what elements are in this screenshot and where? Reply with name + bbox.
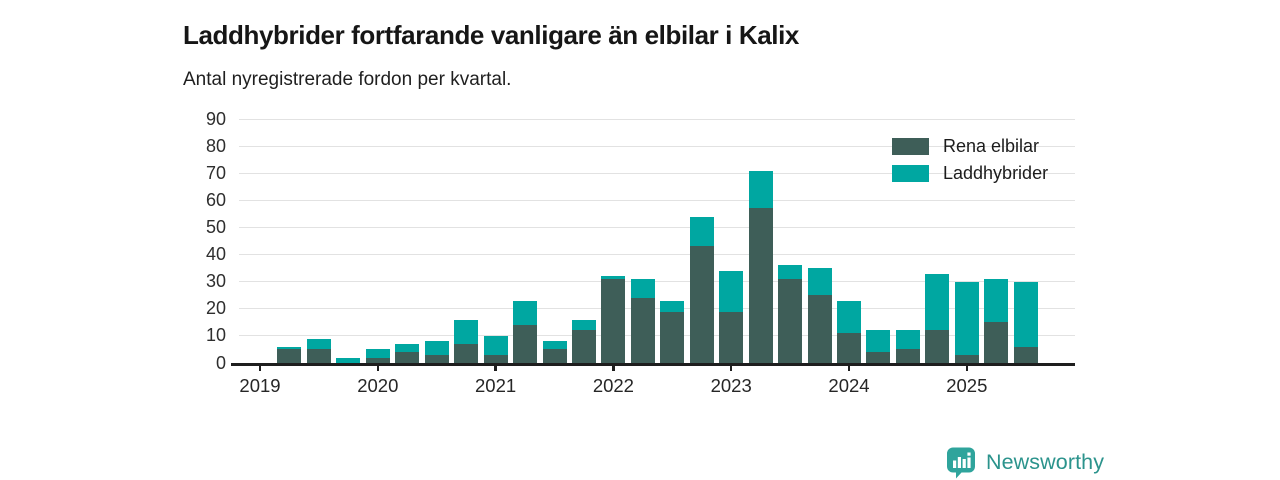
bar-segment-laddhybrider (601, 276, 626, 279)
bar-segment-laddhybrider (630, 278, 655, 298)
legend-item-laddhybrider: Laddhybrider (892, 160, 1048, 187)
x-axis-tick-2025 (965, 365, 969, 371)
gridline-y-90 (239, 118, 1075, 120)
bar-segment-elbilar (1013, 346, 1038, 363)
bar-segment-laddhybrider (895, 330, 920, 350)
bar-segment-laddhybrider (395, 344, 420, 353)
bar-segment-elbilar (895, 349, 920, 363)
y-axis-label: 40 (205, 244, 226, 265)
x-axis-label-2025: 2025 (946, 375, 988, 396)
bar-segment-elbilar (866, 352, 891, 363)
bar-segment-laddhybrider (748, 170, 773, 209)
x-axis-label-2019: 2019 (239, 375, 281, 396)
bar-segment-elbilar (513, 325, 538, 363)
bar-segment-laddhybrider (306, 338, 331, 350)
y-axis-label: 50 (205, 216, 226, 237)
legend-label: Laddhybrider (943, 162, 1049, 183)
bar-segment-laddhybrider (1013, 281, 1038, 347)
x-axis-line (231, 363, 1075, 366)
bar-segment-laddhybrider (689, 216, 714, 247)
gridline-y-60 (239, 199, 1075, 201)
bar-segment-elbilar (424, 354, 449, 363)
bar-segment-laddhybrider (483, 335, 508, 355)
bar-segment-elbilar (660, 311, 685, 363)
gridline-y-10 (239, 335, 1075, 337)
bar-segment-laddhybrider (571, 319, 596, 331)
bar-segment-elbilar (719, 311, 744, 363)
bar-segment-laddhybrider (925, 273, 950, 331)
x-axis-tick-2022 (612, 365, 615, 371)
gridline-y-50 (239, 226, 1075, 228)
x-axis-tick-2019 (258, 365, 262, 371)
bar-segment-elbilar (984, 322, 1009, 363)
legend-item-rena-elbilar: Rena elbilar (892, 133, 1048, 160)
bar-segment-elbilar (807, 295, 832, 363)
bar-segment-elbilar (630, 297, 655, 363)
bar-segment-laddhybrider (365, 349, 390, 358)
y-axis-label: 60 (205, 189, 226, 210)
x-axis-label-2024: 2024 (828, 375, 870, 396)
bar-segment-elbilar (277, 349, 302, 363)
bar-segment-elbilar (306, 349, 331, 363)
y-axis-label: 70 (205, 162, 226, 183)
page-title: Laddhybrider fortfarande vanligare än el… (183, 20, 799, 51)
gridline-y-80 (239, 145, 1075, 147)
y-axis-label: 30 (205, 271, 226, 292)
x-axis-label-2020: 2020 (357, 375, 399, 396)
x-axis-label-2022: 2022 (592, 375, 634, 396)
bar-segment-elbilar (837, 333, 861, 363)
gridline-y-20 (239, 308, 1075, 310)
bar-segment-laddhybrider (660, 300, 685, 312)
bar-segment-elbilar (483, 354, 508, 363)
y-axis-label: 80 (205, 135, 226, 156)
bar-segment-laddhybrider (336, 357, 361, 363)
gridline-y-40 (239, 254, 1075, 256)
newsworthy-wordmark: Newsworthy (986, 450, 1105, 474)
bar-segment-elbilar (925, 330, 950, 363)
bar-segment-laddhybrider (542, 341, 567, 350)
bar-segment-laddhybrider (424, 341, 449, 355)
y-axis-label: 20 (205, 298, 226, 319)
bar-segment-laddhybrider (277, 346, 302, 350)
y-axis-label: 90 (205, 108, 226, 129)
bar-segment-laddhybrider (954, 281, 979, 355)
plot-area: Rena elbilar Laddhybrider 0 10 20 30 40 50 60 7… (206, 109, 1075, 396)
chart-subtitle: Antal nyregistrerade fordon per kvartal. (183, 69, 512, 90)
bar-segment-laddhybrider (513, 300, 538, 326)
bar-segment-laddhybrider (837, 300, 861, 334)
bar-segment-elbilar (689, 246, 714, 363)
y-axis-label: 10 (205, 325, 226, 346)
bar-segment-elbilar (748, 208, 773, 363)
bar-segment-laddhybrider (984, 278, 1009, 323)
bar-segment-elbilar (454, 344, 479, 363)
legend-swatch-laddhybrider (892, 164, 929, 182)
bar-segment-elbilar (954, 354, 979, 363)
bar-segment-elbilar (601, 278, 626, 363)
x-axis-label-2021: 2021 (475, 375, 517, 396)
bar-segment-elbilar (542, 349, 567, 363)
bar-segment-laddhybrider (719, 270, 744, 312)
y-axis-label: 0 (215, 352, 226, 373)
gridline-y-30 (239, 281, 1075, 283)
bar-segment-laddhybrider (454, 319, 479, 345)
gridline-y-70 (239, 172, 1075, 174)
bar-segment-elbilar (365, 357, 390, 363)
bar-segment-laddhybrider (807, 268, 832, 296)
legend-label: Rena elbilar (943, 135, 1040, 156)
x-axis-tick-2021 (494, 365, 497, 371)
bar-segment-elbilar (395, 352, 420, 363)
newsworthy-icon (947, 447, 975, 479)
legend-swatch-rena-elbilar (892, 137, 929, 155)
bar-segment-elbilar (571, 330, 596, 363)
x-axis-tick-2023 (729, 365, 733, 371)
newsworthy-logo: Newsworthy (945, 446, 1104, 479)
x-axis-tick-2024 (847, 365, 851, 371)
bar-segment-elbilar (778, 278, 803, 363)
x-axis-label-2023: 2023 (710, 375, 752, 396)
x-axis-tick-2020 (376, 365, 380, 371)
bar-segment-laddhybrider (778, 265, 803, 279)
bar-segment-laddhybrider (866, 330, 891, 353)
chart-legend: Rena elbilar Laddhybrider (892, 133, 1048, 187)
